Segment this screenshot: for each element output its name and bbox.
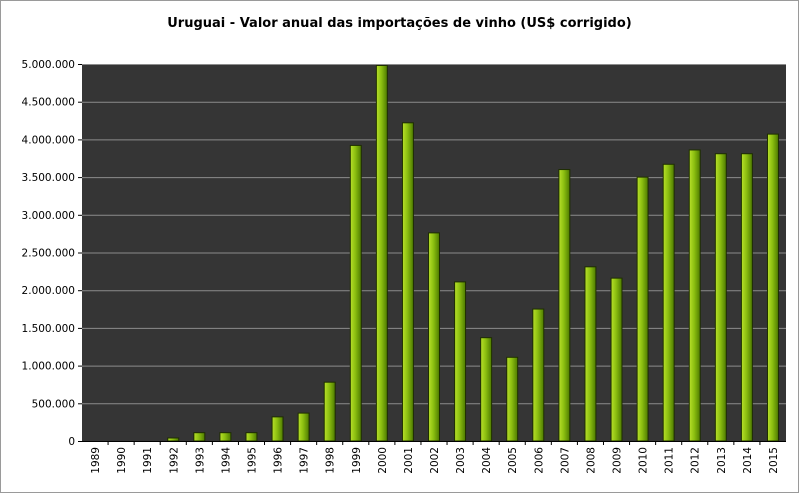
x-tick-label: 1989 bbox=[90, 447, 102, 474]
bar-2005 bbox=[506, 356, 519, 442]
x-tick-label: 2013 bbox=[716, 447, 728, 474]
bar-2012 bbox=[688, 149, 701, 442]
bar-2008 bbox=[584, 266, 597, 442]
bar-1998 bbox=[323, 381, 336, 442]
bar-1996 bbox=[271, 416, 284, 442]
x-tick-label: 2010 bbox=[638, 447, 650, 474]
x-tick-label: 2006 bbox=[533, 447, 545, 474]
y-tick-label: 3.000.000 bbox=[22, 210, 75, 222]
x-tick-label: 2012 bbox=[690, 447, 702, 474]
x-tick-label: 2004 bbox=[481, 447, 493, 474]
bar-2000 bbox=[375, 65, 388, 442]
bar-2001 bbox=[401, 122, 414, 442]
x-axis-ticks: 1989 1990 1991 1992 1993 1994 1995 1996 1997 1998… bbox=[90, 441, 780, 474]
y-tick-label: 1.500.000 bbox=[22, 323, 75, 335]
x-tick-label: 2015 bbox=[768, 447, 780, 474]
x-tick-label: 2008 bbox=[585, 447, 597, 474]
x-tick-label: 2000 bbox=[377, 447, 389, 474]
y-tick-label: 1.000.000 bbox=[22, 361, 75, 373]
bar-2003 bbox=[454, 281, 467, 442]
bar-1997 bbox=[297, 412, 310, 442]
y-tick-label: 500.000 bbox=[32, 398, 75, 410]
bar-1995 bbox=[245, 432, 258, 442]
bar-2004 bbox=[480, 337, 493, 442]
x-tick-label: 1994 bbox=[220, 447, 232, 474]
bar-2014 bbox=[740, 153, 753, 442]
bar-1993 bbox=[193, 432, 206, 442]
x-tick-label: 2011 bbox=[664, 447, 676, 474]
y-axis-ticks: 0 500.000 1.000.000 1.500.000 2.000.000 2.500… bbox=[22, 59, 82, 448]
y-tick-label: 4.500.000 bbox=[22, 97, 75, 109]
x-tick-label: 1995 bbox=[246, 447, 258, 474]
bar-2006 bbox=[532, 308, 545, 442]
x-tick-label: 1997 bbox=[299, 447, 311, 474]
x-tick-label: 1999 bbox=[351, 447, 363, 474]
x-tick-label: 2009 bbox=[612, 447, 624, 474]
bar-2011 bbox=[662, 163, 675, 442]
x-tick-label: 1996 bbox=[273, 447, 285, 474]
bar-1999 bbox=[349, 144, 362, 442]
bar-2007 bbox=[558, 169, 571, 442]
x-tick-label: 2005 bbox=[507, 447, 519, 474]
x-tick-label: 2014 bbox=[742, 447, 754, 474]
y-tick-label: 2.000.000 bbox=[22, 285, 75, 297]
x-tick-label: 1993 bbox=[194, 447, 206, 474]
bar-2013 bbox=[714, 153, 727, 442]
y-tick-label: 5.000.000 bbox=[22, 59, 75, 71]
x-tick-label: 2002 bbox=[429, 447, 441, 474]
y-tick-label: 0 bbox=[68, 436, 75, 448]
bar-2002 bbox=[428, 232, 440, 442]
y-tick-label: 3.500.000 bbox=[22, 172, 75, 184]
y-tick-label: 2.500.000 bbox=[22, 248, 75, 260]
bar-1992 bbox=[167, 437, 180, 442]
bar-1994 bbox=[219, 432, 232, 442]
x-tick-label: 1991 bbox=[142, 447, 154, 474]
x-tick-label: 2007 bbox=[559, 447, 571, 474]
bar-2009 bbox=[610, 277, 623, 442]
x-tick-label: 1998 bbox=[325, 447, 337, 474]
x-tick-label: 1990 bbox=[116, 447, 128, 474]
y-tick-label: 4.000.000 bbox=[22, 134, 75, 146]
x-tick-label: 1992 bbox=[168, 447, 180, 474]
x-tick-label: 2001 bbox=[403, 447, 415, 474]
bar-2010 bbox=[636, 176, 649, 442]
bar-2015 bbox=[766, 133, 779, 442]
chart-title: Uruguai - Valor anual das importações de… bbox=[167, 16, 632, 31]
x-tick-label: 2003 bbox=[455, 447, 467, 474]
